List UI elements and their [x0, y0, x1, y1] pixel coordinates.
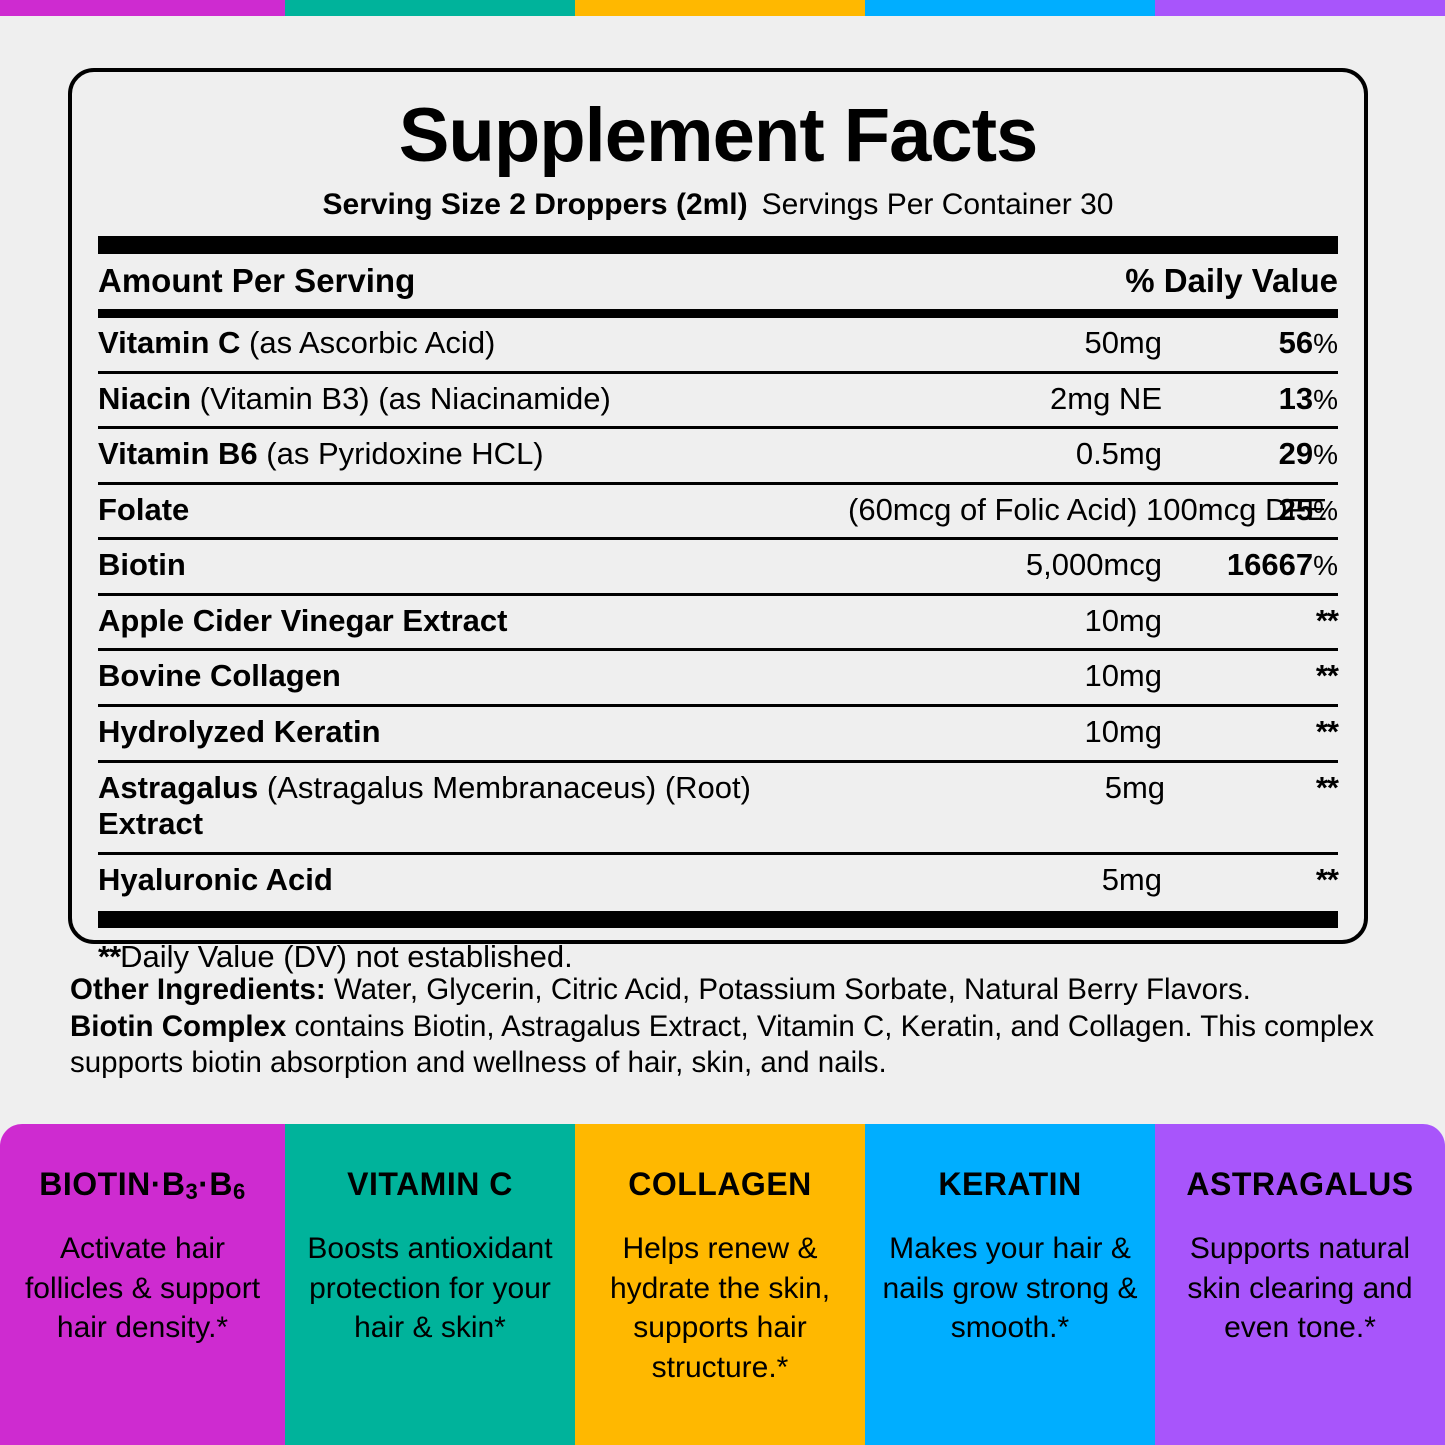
- benefit-panel-astragalus: ASTRAGALUS Supports natural skin clearing…: [1155, 1124, 1445, 1445]
- benefit-panel-title: COLLAGEN: [628, 1166, 812, 1202]
- nutrient-daily-value: **: [1315, 861, 1339, 897]
- table-row: Hyaluronic Acid 5mg **: [98, 855, 1339, 908]
- benefit-panel-biotin: BIOTIN·B3·B6 Activate hair follicles & su…: [0, 1124, 285, 1445]
- benefit-panel-description: Helps renew & hydrate the skin, supports…: [609, 1232, 831, 1384]
- row-divider: [98, 370, 1338, 374]
- nutrient-amount: 10mg: [1084, 602, 1162, 638]
- footnote: **Daily Value (DV) not established.: [98, 928, 1338, 975]
- table-row: Vitamin B6 (as Pyridoxine HCL) 0.5mg 29%: [98, 429, 1338, 482]
- row-divider: [98, 648, 1338, 652]
- serving-info: Serving Size 2 Droppers (2ml) Servings Pe…: [98, 188, 1338, 222]
- nutrient-rows: Vitamin C (as Ascorbic Acid) 50mg 56% Niaci…: [98, 318, 1339, 908]
- benefit-panel-description: Supports natural skin clearing and even …: [1187, 1232, 1413, 1345]
- nutrient-name: Folate: [98, 491, 190, 527]
- nutrient-daily-value: **: [1315, 714, 1339, 750]
- color-strip-segment-1: [285, 0, 575, 16]
- table-row: Folate (60mcg of Folic Acid) 100mcg DFE 25…: [98, 485, 1338, 538]
- serving-size-text: Serving Size 2 Droppers (2ml): [322, 188, 748, 221]
- color-strip-segment-0: [0, 0, 285, 16]
- table-row: Apple Cider Vinegar Extract 10mg **: [98, 596, 1339, 649]
- nutrient-name: Hyaluronic Acid: [98, 861, 333, 897]
- benefit-panel-title: BIOTIN·B3·B6: [39, 1166, 246, 1204]
- nutrient-name: Vitamin C (as Ascorbic Acid): [98, 325, 496, 360]
- biotin-complex-text: contains Biotin, Astragalus Extract, Vit…: [70, 1009, 1375, 1080]
- color-strip-segment-4: [1155, 0, 1445, 16]
- benefit-panel-description: Activate hair follicles & support hair d…: [24, 1232, 261, 1345]
- divider-thick-bottom: [98, 911, 1338, 929]
- row-divider: [98, 704, 1338, 708]
- nutrient-amount: (60mcg of Folic Acid) 100mcg DFE: [848, 491, 1327, 527]
- color-strip-segment-2: [575, 0, 865, 16]
- table-row: Biotin 5,000mcg 16667%: [98, 540, 1338, 593]
- nutrient-name: Vitamin B6 (as Pyridoxine HCL): [98, 436, 544, 472]
- benefit-panel-vitamin-c: VITAMIN C Boosts antioxidant protection f…: [285, 1124, 575, 1445]
- supplement-facts-panel: Supplement Facts Serving Size 2 Droppers…: [68, 68, 1368, 974]
- top-color-strip: [0, 0, 1445, 16]
- divider-medium: [98, 309, 1338, 318]
- nutrient-daily-value: 16667%: [1226, 547, 1338, 583]
- table-row: Vitamin C (as Ascorbic Acid) 50mg 56%: [98, 318, 1338, 371]
- benefit-panel-keratin: KERATIN Makes your hair & nails grow stro…: [865, 1124, 1155, 1445]
- table-row: Astragalus (Astragalus Membranaceus) (Ro…: [98, 763, 1339, 852]
- row-divider: [98, 426, 1338, 430]
- table-row: Niacin (Vitamin B3) (as Niacinamide) 2mg …: [98, 374, 1338, 427]
- nutrient-daily-value: 56%: [1278, 325, 1338, 360]
- nutrient-name: Apple Cider Vinegar Extract: [98, 602, 508, 638]
- nutrient-daily-value: **: [1315, 658, 1339, 694]
- nutrient-amount: 2mg NE: [1050, 380, 1162, 416]
- table-row: Hydrolyzed Keratin 10mg **: [98, 707, 1339, 760]
- nutrient-amount: 10mg: [1084, 714, 1162, 750]
- biotin-complex-label: Biotin Complex: [70, 1009, 287, 1043]
- servings-per-container-text: Servings Per Container 30: [761, 188, 1114, 221]
- table-row: Bovine Collagen 10mg **: [98, 651, 1339, 704]
- nutrient-name: Astragalus (Astragalus Membranaceus) (Ro…: [98, 769, 751, 842]
- nutrient-name: Hydrolyzed Keratin: [98, 714, 381, 750]
- nutrient-daily-value: **: [1315, 602, 1339, 638]
- benefit-panel-title: VITAMIN C: [347, 1166, 513, 1202]
- nutrient-amount: 5,000mcg: [1025, 547, 1162, 583]
- benefit-panel-description: Makes your hair & nails grow strong & sm…: [882, 1232, 1138, 1345]
- amount-per-serving-header: Amount Per Serving: [98, 262, 416, 299]
- benefit-panel-collagen: COLLAGEN Helps renew & hydrate the skin, …: [575, 1124, 865, 1445]
- other-ingredients-list: Water, Glycerin, Citric Acid, Potassium …: [325, 973, 1251, 1006]
- nutrient-amount: 5mg: [1104, 769, 1166, 805]
- row-divider: [98, 851, 1338, 855]
- footnote-text: Daily Value (DV) not established.: [120, 939, 573, 975]
- footnote-marker: **: [98, 939, 121, 975]
- row-divider: [98, 481, 1338, 485]
- other-ingredients-label: Other Ingredients:: [70, 973, 326, 1006]
- row-divider: [98, 759, 1338, 763]
- nutrient-name: Niacin (Vitamin B3) (as Niacinamide): [98, 380, 611, 416]
- nutrient-amount: 0.5mg: [1075, 436, 1162, 472]
- nutrient-daily-value: 25%: [1278, 491, 1338, 527]
- divider-thick-top: [98, 236, 1338, 254]
- nutrient-amount: 50mg: [1084, 325, 1162, 360]
- other-ingredients-line: Other Ingredients: Water, Glycerin, Citr…: [70, 972, 1380, 1009]
- page-title: Supplement Facts: [398, 93, 1039, 178]
- other-ingredients-block: Other Ingredients: Water, Glycerin, Citr…: [70, 972, 1380, 1082]
- nutrient-daily-value: 29%: [1278, 436, 1338, 472]
- row-divider: [98, 537, 1338, 541]
- biotin-complex-line: Biotin Complex contains Biotin, Astragal…: [70, 1009, 1380, 1082]
- benefit-panel-title: ASTRAGALUS: [1186, 1166, 1414, 1202]
- table-header-row: Amount Per Serving % Daily Value: [98, 254, 1338, 309]
- nutrient-daily-value: **: [1315, 769, 1339, 805]
- color-strip-segment-3: [865, 0, 1155, 16]
- nutrient-name: Biotin: [98, 547, 186, 583]
- row-divider: [98, 592, 1338, 596]
- daily-value-header: % Daily Value: [1125, 262, 1338, 299]
- nutrient-amount: 5mg: [1101, 861, 1162, 897]
- benefit-panel-title: KERATIN: [938, 1166, 1082, 1202]
- nutrient-amount: 10mg: [1084, 658, 1162, 694]
- nutrient-daily-value: 13%: [1278, 380, 1338, 416]
- benefit-panels: BIOTIN·B3·B6 Activate hair follicles & su…: [0, 1124, 1445, 1445]
- nutrient-name: Bovine Collagen: [98, 658, 341, 694]
- benefit-panel-description: Boosts antioxidant protection for your h…: [307, 1232, 553, 1345]
